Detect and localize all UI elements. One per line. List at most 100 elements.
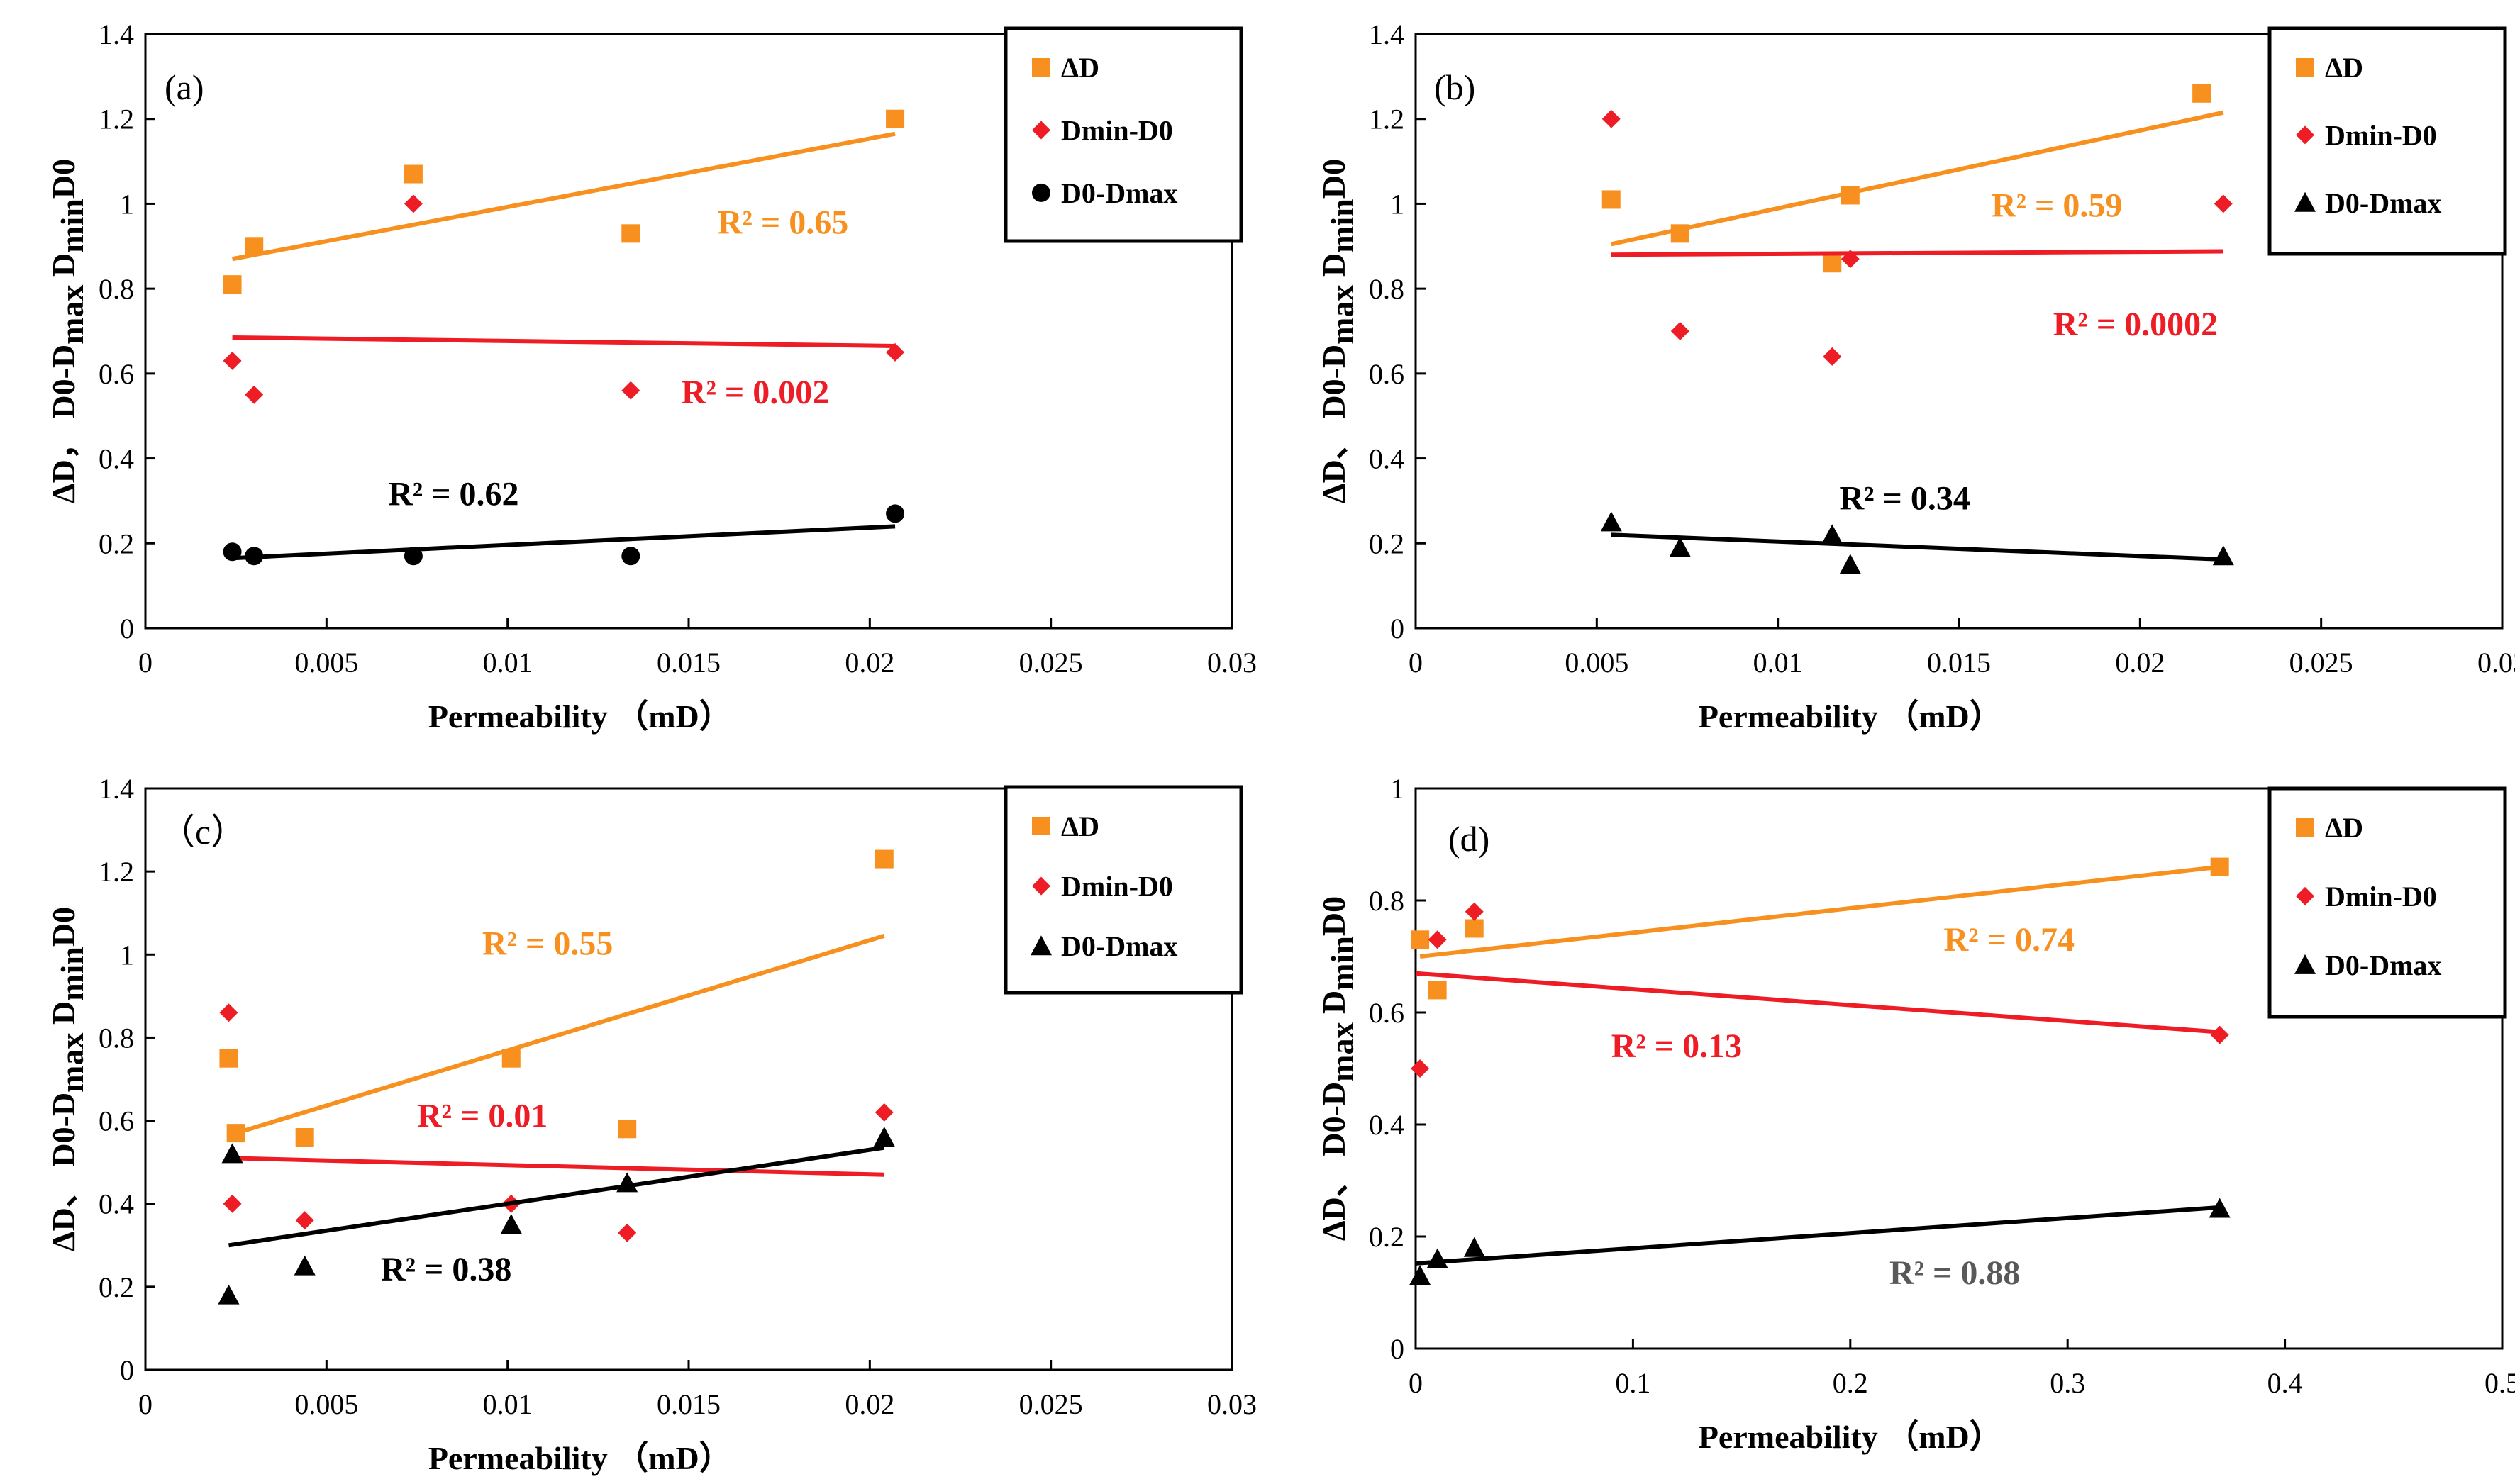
legend-label: D0-Dmax <box>2325 949 2441 981</box>
data-point <box>2214 194 2233 213</box>
data-point <box>245 237 264 256</box>
data-point <box>1600 511 1622 532</box>
y-tick-label: 1.4 <box>1369 18 1404 50</box>
y-tick-label: 0.8 <box>99 273 134 305</box>
y-tick-label: 0.6 <box>99 358 134 390</box>
legend-marker <box>1032 58 1050 77</box>
y-axis-label-part: min <box>1324 936 1360 991</box>
legend-marker <box>2296 886 2314 905</box>
trend-line <box>1611 532 2223 562</box>
data-point <box>2209 1198 2231 1218</box>
data-point <box>1601 190 1621 209</box>
data-point <box>1670 322 1689 340</box>
x-tick-label: 0.015 <box>1927 647 1991 679</box>
data-point <box>2210 1025 2229 1044</box>
data-point <box>621 224 640 243</box>
y-tick-label: 1.2 <box>99 856 134 888</box>
x-tick-label: 0.2 <box>1833 1367 1868 1399</box>
y-tick-label: 0.6 <box>99 1105 134 1137</box>
y-axis-label-part: D <box>45 253 82 285</box>
data-point <box>621 381 640 400</box>
r-squared-label: R² = 0.34 <box>1839 479 1970 517</box>
y-axis-label: ΔD、 D0-Dmax DminD0 <box>1316 896 1360 1241</box>
y-axis-label-part: D0 <box>1316 159 1352 199</box>
legend-marker <box>2296 818 2314 837</box>
legend-label: Dmin-D0 <box>1061 871 1173 903</box>
r-squared-label: R² = 0.55 <box>482 925 613 962</box>
data-point <box>886 504 905 523</box>
x-tick-label: 0 <box>1409 647 1423 679</box>
data-point <box>1669 537 1691 557</box>
series-diamond: R² = 0.01 <box>219 1003 894 1242</box>
data-point <box>223 1194 242 1213</box>
y-axis-label-part: max <box>54 1033 90 1093</box>
panel-label: (a) <box>165 67 204 107</box>
x-tick-label: 0.01 <box>483 1388 533 1420</box>
legend-marker <box>1032 121 1050 140</box>
trend-line <box>232 524 896 561</box>
y-tick-label: 0.8 <box>1369 885 1404 917</box>
x-tick-label: 0.02 <box>2115 647 2165 679</box>
y-tick-label: 0.4 <box>99 1188 134 1220</box>
data-point <box>223 351 242 370</box>
data-point <box>1823 347 1842 366</box>
legend-label: Dmin-D0 <box>2325 119 2437 151</box>
data-point <box>1821 524 1843 545</box>
x-tick-label: 0.015 <box>657 1388 721 1420</box>
y-tick-label: 1 <box>120 939 134 971</box>
data-point <box>873 1127 895 1147</box>
x-tick-label: 0.1 <box>1615 1367 1650 1399</box>
y-axis-label-part: D <box>1316 253 1352 285</box>
data-point <box>886 342 905 362</box>
y-axis-label: ΔD、 D0-Dmax DminD0 <box>45 907 90 1251</box>
x-tick-label: 0.03 <box>2477 647 2515 679</box>
chart-panel-d: 0 0.2 0.4 0.6 0.8 1 0 0.1 0.2 0.3 0.4 0.5 Permeabili… <box>1316 773 2515 1455</box>
y-tick-label: 1.2 <box>99 104 134 135</box>
data-point <box>219 1049 238 1068</box>
y-axis-label-part: D0 <box>45 907 82 947</box>
y-tick-label: 1 <box>120 188 134 220</box>
x-tick-label: 0.4 <box>2267 1367 2303 1399</box>
series-triangle: R² = 0.34 <box>1600 479 2234 574</box>
trend-line <box>228 1145 885 1248</box>
r-squared-label: R² = 0.88 <box>1889 1254 2020 1292</box>
y-axis-label-part: D <box>1316 991 1352 1022</box>
x-tick-label: 0.3 <box>2050 1367 2085 1399</box>
x-axis-label: Permeability （mD） <box>1699 698 2002 735</box>
y-tick-label: 0.8 <box>99 1022 134 1054</box>
r-squared-label: R² = 0.65 <box>718 203 848 241</box>
data-point <box>404 547 423 566</box>
data-point <box>616 1172 638 1193</box>
trend-line <box>228 1156 884 1177</box>
panel-label: (d) <box>1448 819 1489 859</box>
x-axis-label: Permeability （mD） <box>428 1440 732 1476</box>
data-point <box>1463 1237 1485 1257</box>
y-tick-label: 1 <box>1390 188 1404 220</box>
data-point <box>621 547 640 566</box>
y-axis-label-part: max <box>1324 285 1360 345</box>
y-tick-label: 0.4 <box>99 443 134 475</box>
panel-label: (b) <box>1434 67 1475 107</box>
y-axis-label-part: max <box>1324 1022 1360 1082</box>
y-axis-label-part: ΔD、 D0-D <box>1316 1082 1352 1241</box>
legend-marker <box>2294 191 2316 212</box>
y-tick-label: 1.2 <box>1369 104 1404 135</box>
y-axis-label-part: D0 <box>1316 896 1352 936</box>
data-point <box>1601 109 1621 128</box>
y-tick-label: 0 <box>1390 613 1404 645</box>
y-axis-label-part: ΔD、 D0-D <box>45 1093 82 1251</box>
y-axis-label-part: ΔD、 D0-D <box>1316 345 1352 503</box>
y-axis-label-part: D <box>45 1001 82 1033</box>
legend-label: ΔD <box>1061 810 1099 842</box>
legend-label: D0-Dmax <box>1061 177 1177 209</box>
data-point <box>1465 919 1484 938</box>
r-squared-label: R² = 0.38 <box>381 1251 511 1288</box>
legend-marker <box>1032 817 1050 835</box>
r-squared-label: R² = 0.002 <box>682 374 829 411</box>
legend-label: ΔD <box>1061 52 1099 84</box>
trend-line <box>235 934 885 1136</box>
trend-line <box>1611 110 2224 247</box>
data-point <box>1670 224 1689 243</box>
panel-label: （c） <box>160 812 246 852</box>
y-tick-label: 0 <box>1390 1333 1404 1365</box>
